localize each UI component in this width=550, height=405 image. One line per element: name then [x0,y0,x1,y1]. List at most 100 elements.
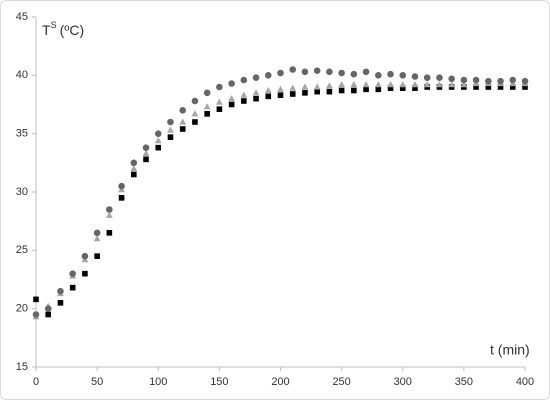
data-point [155,144,162,151]
data-point [106,206,113,213]
data-point [130,165,138,172]
x-tick-label: 100 [149,376,167,388]
data-point [277,85,284,92]
data-point [228,101,235,108]
y-tick-label: 15 [16,361,28,373]
data-point [473,84,479,90]
data-point [423,81,431,88]
data-point [522,84,528,90]
data-point [81,252,89,260]
data-point [509,84,516,90]
data-point [338,81,346,88]
data-point [33,296,39,303]
data-point [399,85,406,91]
data-point [44,305,52,312]
data-point [203,103,211,110]
y-tick-label: 30 [16,186,28,198]
x-tick-label: 350 [455,376,473,388]
x-axis-label: t (min) [490,342,530,358]
x-tick-label: 400 [516,376,534,388]
data-point [32,311,40,318]
data-point [252,89,260,96]
data-point [374,81,382,88]
y-tick-label: 25 [16,244,28,256]
data-point [362,81,370,88]
data-point [509,76,517,84]
data-point [326,88,333,95]
data-point [314,88,320,95]
data-point [167,126,174,133]
data-point [253,95,259,102]
data-point [485,84,492,90]
data-point [105,211,113,218]
data-point [399,81,407,88]
data-point [45,311,52,318]
data-point [362,68,370,76]
x-tick-label: 0 [33,376,39,388]
data-point [338,87,345,94]
data-point [277,92,284,98]
data-point [93,235,101,242]
data-point [301,83,309,90]
data-point [167,134,174,140]
data-point [448,75,455,83]
data-point [203,89,211,97]
data-point [302,90,308,96]
data-point [69,270,76,277]
data-point [472,76,480,84]
data-point [69,284,76,291]
data-point [192,119,198,125]
data-point [93,229,101,237]
data-point [313,83,321,90]
data-point [423,74,431,81]
y-label-unit: (ºC) [60,22,85,38]
data-point [448,81,456,88]
data-point [179,107,186,114]
data-point [154,137,162,144]
data-point [436,74,443,81]
data-point [240,91,248,98]
data-point [387,70,394,78]
data-point [411,81,419,88]
data-point [264,72,272,79]
y-tick-label: 20 [16,303,28,315]
data-point [363,86,369,93]
data-point [143,156,149,163]
data-point [130,159,138,167]
data-point [57,287,64,295]
data-point [375,72,382,79]
data-point [460,81,468,88]
y-tick-label: 35 [16,128,28,140]
data-point [436,81,443,88]
data-point [265,93,272,100]
data-point [460,76,468,84]
data-point [216,106,223,112]
data-point [387,81,394,88]
data-point [142,149,150,157]
data-point [179,118,187,125]
data-point [179,126,186,132]
data-point [277,69,284,77]
data-point [228,95,235,102]
data-point [131,171,137,178]
data-point [351,87,357,94]
data-point [167,118,174,126]
y-label-sup: S [51,20,57,30]
data-point [204,111,210,117]
data-point [350,70,358,78]
data-point [399,72,407,79]
data-point [191,97,199,105]
data-point [94,253,100,259]
data-point [216,83,223,91]
data-point [412,85,418,91]
data-point [106,230,113,236]
data-point [326,82,333,89]
data-point [241,98,247,104]
data-point [521,77,529,85]
x-tick-label: 300 [394,376,412,388]
data-point [154,130,162,137]
data-point [57,300,64,306]
data-point [252,74,260,81]
